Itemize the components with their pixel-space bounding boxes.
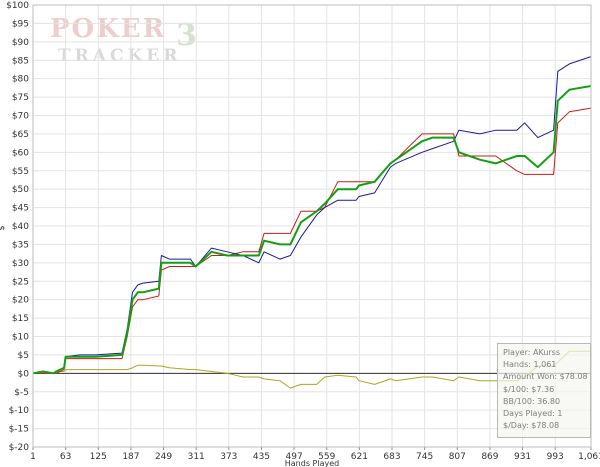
y-tick-label: $-15 bbox=[9, 425, 29, 435]
x-tick-label: 125 bbox=[90, 452, 107, 462]
series-line-olive bbox=[32, 350, 591, 389]
x-axis-title: Hands Played bbox=[285, 459, 339, 467]
y-tick-label: $30 bbox=[12, 259, 29, 269]
x-tick-label: 745 bbox=[416, 452, 433, 462]
series-line-green bbox=[32, 85, 592, 375]
x-tick-label: 931 bbox=[514, 452, 531, 462]
x-tick-label: 559 bbox=[318, 452, 335, 462]
y-tick-label: $-10 bbox=[9, 406, 30, 416]
stats-hands: Hands: 1,061 bbox=[503, 360, 557, 370]
stats-player: Player: AKurss bbox=[503, 348, 561, 357]
y-axis-ticks: $-20 $-15 $-10 $-5 $0 $5 $10 $15 $20 $25 $30 $35 $40… bbox=[6, 1, 29, 453]
y-tick-label: $20 bbox=[12, 296, 29, 306]
logo-bottom-text: TRACKER bbox=[58, 46, 182, 66]
y-tick-label: $80 bbox=[12, 75, 29, 85]
y-tick-label: $65 bbox=[12, 130, 29, 140]
logo-top-text: POKER bbox=[50, 14, 167, 44]
y-tick-label: $75 bbox=[12, 93, 29, 103]
x-tick-label: 497 bbox=[286, 452, 303, 462]
y-tick-label: $-20 bbox=[9, 443, 30, 453]
y-tick-label: $0 bbox=[18, 369, 30, 379]
y-tick-label: $55 bbox=[12, 167, 29, 177]
x-tick-label: 621 bbox=[351, 452, 368, 462]
y-tick-label: $25 bbox=[12, 277, 29, 287]
stats-box: Player: AKurss Hands: 1,061 Amount Won: … bbox=[497, 343, 591, 438]
x-tick-label: 1,061 bbox=[578, 452, 600, 462]
y-tick-label: $35 bbox=[12, 240, 29, 250]
stats-days-played: Days Played: 1 bbox=[503, 409, 563, 419]
y-tick-label: $-5 bbox=[14, 388, 29, 398]
x-tick-label: 435 bbox=[253, 452, 270, 462]
series-line-blue bbox=[32, 56, 592, 374]
y-tick-label: $50 bbox=[12, 185, 29, 195]
y-tick-label: $10 bbox=[12, 333, 29, 343]
logo-version-number: 3 bbox=[176, 18, 197, 53]
x-tick-label: 373 bbox=[220, 452, 237, 462]
x-tick-label: 249 bbox=[155, 452, 172, 462]
x-tick-label: 869 bbox=[481, 452, 498, 462]
poker-tracker-logo: POKER 3 TRACKER bbox=[50, 14, 200, 74]
y-tick-label: $90 bbox=[12, 38, 29, 48]
y-tick-label: $5 bbox=[18, 351, 29, 361]
x-tick-label: 1 bbox=[30, 452, 36, 462]
stats-amount-won: Amount Won: $78.08 bbox=[503, 372, 588, 382]
stats-bb-per-100: BB/100: 36.80 bbox=[503, 396, 561, 406]
y-tick-label: $100 bbox=[6, 1, 29, 11]
x-tick-label: 311 bbox=[188, 452, 205, 462]
y-tick-label: $15 bbox=[12, 314, 29, 324]
y-axis-title: $ bbox=[0, 225, 6, 230]
stats-dollars-per-day: $/Day: $78.08 bbox=[503, 421, 560, 431]
y-tick-label: $85 bbox=[12, 56, 29, 66]
series-lines bbox=[32, 56, 592, 389]
y-tick-label: $40 bbox=[12, 222, 29, 232]
x-tick-label: 807 bbox=[449, 452, 466, 462]
x-axis-ticks: 1 63 125 187 249 311 373 435 497 559 621 683 745 807 8… bbox=[30, 447, 600, 462]
series-line-red bbox=[33, 107, 592, 374]
y-tick-label: $70 bbox=[12, 112, 29, 122]
y-tick-label: $60 bbox=[12, 148, 29, 158]
plot-frame bbox=[32, 4, 592, 448]
y-tick-label: $95 bbox=[12, 19, 29, 29]
x-tick-label: 187 bbox=[122, 452, 139, 462]
x-tick-label: 683 bbox=[383, 452, 400, 462]
y-tick-label: $45 bbox=[12, 204, 29, 214]
x-tick-label: 63 bbox=[60, 452, 71, 462]
x-tick-label: 993 bbox=[547, 452, 564, 462]
stats-dollars-per-100: $/100: $7.36 bbox=[503, 384, 555, 394]
